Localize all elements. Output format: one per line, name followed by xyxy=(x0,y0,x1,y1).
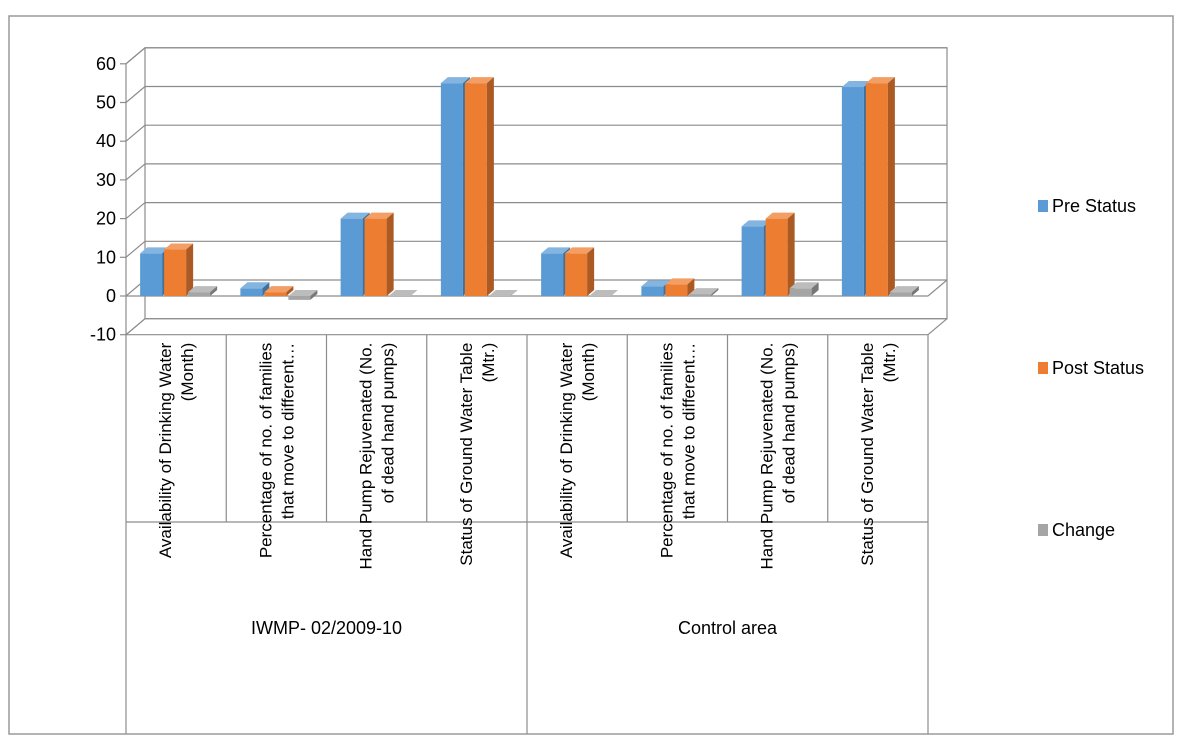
y-tick-label: 10 xyxy=(96,247,116,267)
category-label-line: Status of Ground Water Table xyxy=(858,343,877,566)
legend-item: Post Status xyxy=(1038,358,1144,378)
category-label-line: of dead hand pumps) xyxy=(379,343,398,504)
bar-front xyxy=(465,83,487,296)
y-tick-label: 0 xyxy=(106,286,116,306)
bar xyxy=(565,247,594,296)
y-tick-label: -10 xyxy=(90,325,116,345)
bar xyxy=(465,77,494,296)
y-tick-label: 60 xyxy=(96,54,116,74)
bar-front xyxy=(842,87,864,296)
bar-front xyxy=(866,83,888,296)
category-label-line: Percentage of no. of families xyxy=(256,343,275,558)
bar-side xyxy=(487,77,494,296)
bar-front xyxy=(565,253,587,296)
y-tick-label: 30 xyxy=(96,170,116,190)
category-label-line: (Month) xyxy=(579,343,598,402)
bar-front xyxy=(541,253,563,296)
group-label: IWMP- 02/2009-10 xyxy=(251,618,402,638)
bar-front xyxy=(264,292,286,296)
bar xyxy=(665,278,694,296)
category-label-line: Status of Ground Water Table xyxy=(457,343,476,566)
bar-front xyxy=(641,286,663,296)
category-label-line: Availability of Drinking Water xyxy=(557,342,576,558)
bar-side xyxy=(186,244,193,296)
bar xyxy=(164,244,193,296)
bar xyxy=(866,77,895,296)
bar-front xyxy=(341,219,363,296)
bar-side xyxy=(788,213,795,296)
category-label-line: of dead hand pumps) xyxy=(780,343,799,504)
y-tick-label: 50 xyxy=(96,93,116,113)
bar xyxy=(365,213,394,296)
bar-front xyxy=(288,296,310,300)
category-label-line: Availability of Drinking Water xyxy=(156,342,175,558)
group-label: Control area xyxy=(678,618,778,638)
bar-front xyxy=(689,294,711,296)
bar-side xyxy=(587,247,594,296)
bar-front xyxy=(766,219,788,296)
category-label-line: that move to different… xyxy=(278,343,297,519)
legend-swatch xyxy=(1038,200,1048,212)
legend-item: Pre Status xyxy=(1038,196,1136,216)
bar-front xyxy=(188,292,210,296)
category-label-line: Hand Pump Rejuvenated (No. xyxy=(758,343,777,570)
y-tick-label: 40 xyxy=(96,131,116,151)
legend-label: Change xyxy=(1052,520,1115,540)
bar-front xyxy=(890,292,912,296)
category-label-line: that move to different… xyxy=(679,343,698,519)
bar-front xyxy=(441,83,463,296)
bar-front xyxy=(365,219,387,296)
category-label-line: (Mtr.) xyxy=(479,343,498,383)
category-label-line: Hand Pump Rejuvenated (No. xyxy=(357,343,376,570)
bar-front xyxy=(164,250,186,296)
bar-side xyxy=(888,77,895,296)
legend-swatch xyxy=(1038,524,1048,536)
bar-front xyxy=(665,284,687,296)
category-label-line: (Mtr.) xyxy=(880,343,899,383)
bar-front xyxy=(240,288,262,296)
bar-front xyxy=(742,226,764,296)
legend-swatch xyxy=(1038,362,1048,374)
category-label-line: Percentage of no. of families xyxy=(657,343,676,558)
legend-label: Post Status xyxy=(1052,358,1144,378)
y-tick-label: 20 xyxy=(96,209,116,229)
category-label-line: (Month) xyxy=(178,343,197,402)
legend-label: Pre Status xyxy=(1052,196,1136,216)
bar-front xyxy=(140,253,162,296)
bar-side xyxy=(387,213,394,296)
bar-front xyxy=(790,288,812,296)
bar xyxy=(766,213,795,296)
